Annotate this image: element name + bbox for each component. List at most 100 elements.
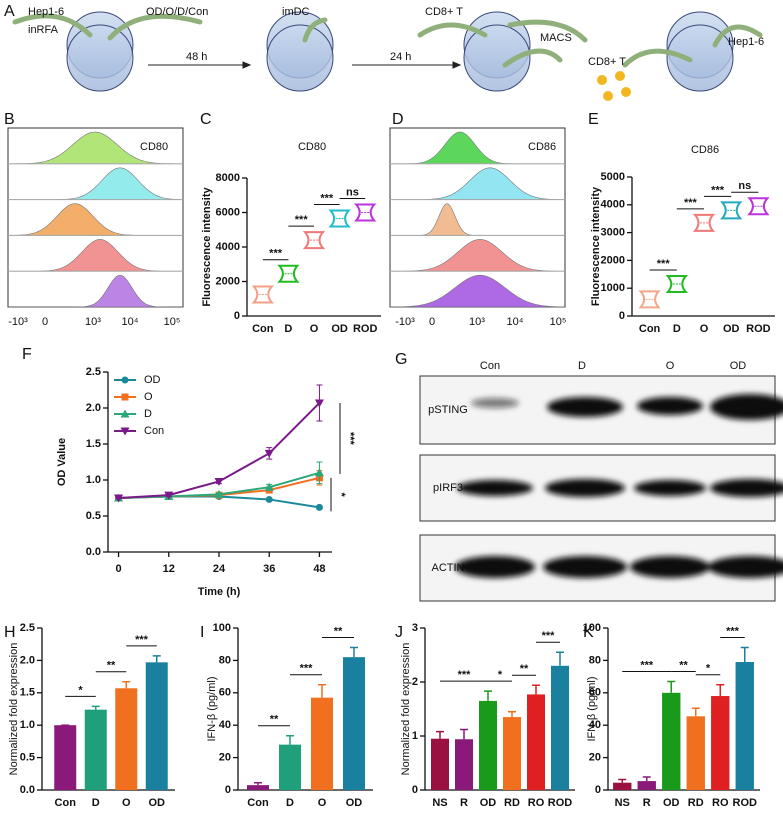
significance-label: *** bbox=[684, 197, 698, 209]
significance-label: *** bbox=[344, 432, 356, 446]
x-tick-label: 10⁴ bbox=[507, 316, 524, 328]
x-tick-label: D bbox=[673, 323, 681, 335]
y-tick-label: 0.0 bbox=[20, 784, 35, 796]
marker bbox=[264, 449, 274, 458]
significance-label: * bbox=[335, 492, 347, 497]
error-bar bbox=[642, 776, 651, 782]
schematic-label: inRFA bbox=[28, 24, 59, 36]
x-tick-label: 0 bbox=[115, 563, 121, 575]
marker bbox=[315, 503, 323, 511]
bar bbox=[503, 717, 521, 790]
legend-label: OD bbox=[144, 374, 161, 386]
x-tick-label: RD bbox=[688, 797, 704, 809]
x-tick-label: OD bbox=[480, 797, 497, 809]
bar bbox=[613, 782, 632, 790]
x-tick-label: 12 bbox=[163, 563, 175, 575]
error-bar bbox=[318, 683, 326, 698]
bar bbox=[54, 725, 77, 790]
significance-label: *** bbox=[657, 258, 671, 270]
bar bbox=[115, 688, 138, 790]
significance-label: *** bbox=[135, 634, 149, 646]
panel-letter: A bbox=[4, 3, 15, 20]
significance-label: * bbox=[498, 669, 503, 681]
panel-letter: K bbox=[583, 624, 594, 641]
y-tick-label: 0 bbox=[225, 784, 231, 796]
y-tick-label: 6000 bbox=[216, 206, 240, 218]
x-tick-label: Con bbox=[639, 323, 661, 335]
legend-marker bbox=[121, 393, 129, 401]
legend-label: D bbox=[144, 408, 152, 420]
flow-title: CD80 bbox=[140, 141, 168, 153]
bar bbox=[735, 662, 754, 790]
x-tick-label: OD bbox=[331, 323, 348, 335]
y-tick-label: 100 bbox=[583, 622, 601, 634]
y-tick-label: 2.0 bbox=[86, 402, 101, 414]
panel-letter: E bbox=[588, 111, 599, 128]
x-tick-label: 10⁵ bbox=[550, 316, 567, 328]
error-bar bbox=[436, 730, 444, 739]
y-tick-label: 80 bbox=[589, 654, 601, 666]
legend-marker bbox=[121, 376, 129, 384]
schematic-label: CD8+ T bbox=[425, 6, 463, 18]
bar bbox=[84, 709, 107, 790]
schematic-label: 48 h bbox=[186, 51, 207, 63]
x-tick-label: Con bbox=[252, 323, 274, 335]
schematic-label: 24 h bbox=[390, 51, 411, 63]
significance-label: ** bbox=[107, 660, 116, 672]
y-tick-label: 1 bbox=[412, 730, 418, 742]
x-tick-label: R bbox=[460, 797, 468, 809]
y-tick-label: 2.5 bbox=[86, 366, 101, 378]
y-tick-label: 1.0 bbox=[20, 719, 35, 731]
significance-label: *** bbox=[269, 248, 283, 260]
x-tick-label: ROD bbox=[353, 323, 378, 335]
significance-label: * bbox=[706, 663, 711, 675]
marker bbox=[164, 491, 174, 500]
x-tick-label: OD bbox=[663, 797, 680, 809]
histogram bbox=[8, 274, 183, 308]
bar bbox=[343, 657, 365, 790]
y-tick-label: 60 bbox=[589, 687, 601, 699]
y-tick-label: 5000 bbox=[601, 171, 625, 183]
histogram bbox=[390, 167, 566, 200]
bar bbox=[431, 738, 449, 790]
row-label: pIRF3 bbox=[433, 482, 463, 494]
significance-label: ** bbox=[520, 663, 529, 675]
error-bar bbox=[122, 681, 131, 689]
arrow-line bbox=[148, 61, 462, 69]
significance-label: * bbox=[78, 684, 83, 696]
legend-label: O bbox=[144, 391, 153, 403]
lane-label: OD bbox=[730, 360, 747, 372]
x-tick-label: OD bbox=[723, 323, 740, 335]
y-axis-label: Normalized fold expression bbox=[8, 643, 20, 776]
chart: C CD80 Fluorescence intensity 0 2000 4000 6000… bbox=[200, 111, 381, 335]
panel-letter: B bbox=[4, 111, 15, 128]
y-tick-label: 4000 bbox=[216, 241, 240, 253]
x-tick-label: 48 bbox=[313, 563, 325, 575]
x-tick-label: RO bbox=[528, 797, 545, 809]
y-tick-label: 1.0 bbox=[86, 474, 101, 486]
error-bar bbox=[350, 646, 358, 658]
y-axis-label: Normalized fold expression bbox=[400, 643, 412, 776]
x-tick-label: OD bbox=[346, 797, 363, 809]
y-tick-label: 60 bbox=[219, 687, 231, 699]
x-tick-label: OD bbox=[149, 797, 166, 809]
marker bbox=[314, 468, 324, 477]
marker bbox=[114, 494, 124, 503]
bar bbox=[247, 785, 269, 790]
x-tick-label: Con bbox=[247, 797, 269, 809]
error-bar bbox=[716, 683, 725, 697]
bar bbox=[686, 716, 705, 790]
y-axis-label: Fluorescence intensity bbox=[201, 187, 213, 307]
x-tick-label: RD bbox=[504, 797, 520, 809]
y-tick-label: 1.5 bbox=[20, 687, 35, 699]
panel-letter: C bbox=[200, 111, 212, 128]
y-tick-label: 2.5 bbox=[20, 622, 35, 634]
y-axis-label: Fluorescence intensity bbox=[590, 186, 602, 306]
marker bbox=[265, 495, 273, 503]
y-tick-label: 4000 bbox=[601, 199, 625, 211]
error-bar bbox=[484, 690, 492, 701]
y-tick-label: 0.0 bbox=[86, 546, 101, 558]
y-axis-label: IFN-β (pg/ml) bbox=[586, 677, 598, 742]
